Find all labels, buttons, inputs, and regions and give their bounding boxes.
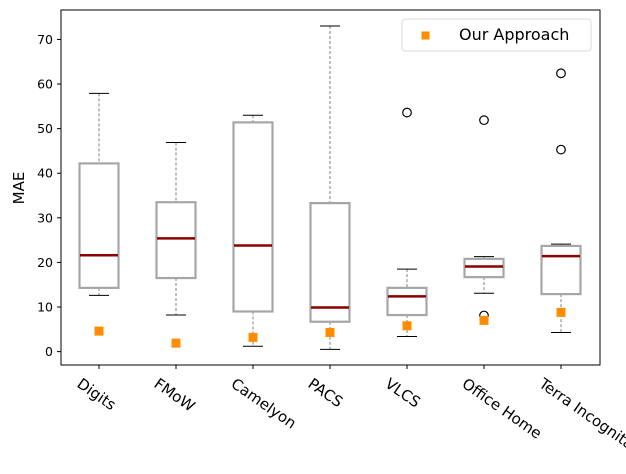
y-tick-label: 60	[37, 77, 53, 92]
outlier-point	[556, 144, 566, 155]
y-tick-label: 10	[37, 300, 53, 315]
our-approach-point	[171, 338, 181, 348]
box	[309, 202, 351, 323]
our-approach-point	[402, 321, 412, 331]
our-approach-point	[556, 307, 566, 317]
outlier-point	[556, 68, 566, 79]
legend-marker	[421, 31, 430, 40]
y-tick-label: 50	[37, 121, 53, 136]
outlier-point	[479, 115, 489, 126]
box	[463, 257, 505, 279]
x-tick-label: Office Home	[459, 375, 545, 443]
legend-label: Our Approach	[459, 25, 569, 44]
x-tick-label: Digits	[74, 375, 120, 415]
our-approach-point	[248, 332, 258, 342]
y-tick-label: 30	[37, 210, 53, 225]
x-tick-label: PACS	[305, 375, 347, 412]
y-axis-label: MAE	[10, 172, 28, 205]
x-tick-label: FMoW	[151, 375, 199, 416]
our-approach-point	[325, 327, 335, 337]
outlier-point	[402, 107, 412, 118]
x-tick-label: VLCS	[382, 375, 424, 412]
box	[386, 286, 428, 317]
y-tick-label: 40	[37, 166, 53, 181]
y-tick-label: 0	[45, 344, 53, 359]
legend: Our Approach	[401, 18, 592, 52]
x-tick-label: Camelyon	[228, 375, 300, 433]
box	[540, 244, 582, 296]
our-approach-point	[479, 315, 489, 325]
our-approach-point	[94, 326, 104, 336]
legend-frame	[401, 18, 592, 52]
box	[78, 162, 120, 289]
box	[232, 121, 274, 313]
y-tick-label: 20	[37, 255, 53, 270]
x-tick-label: Terra Incognita	[535, 374, 626, 453]
y-tick-label: 70	[37, 32, 53, 47]
box	[155, 201, 197, 280]
